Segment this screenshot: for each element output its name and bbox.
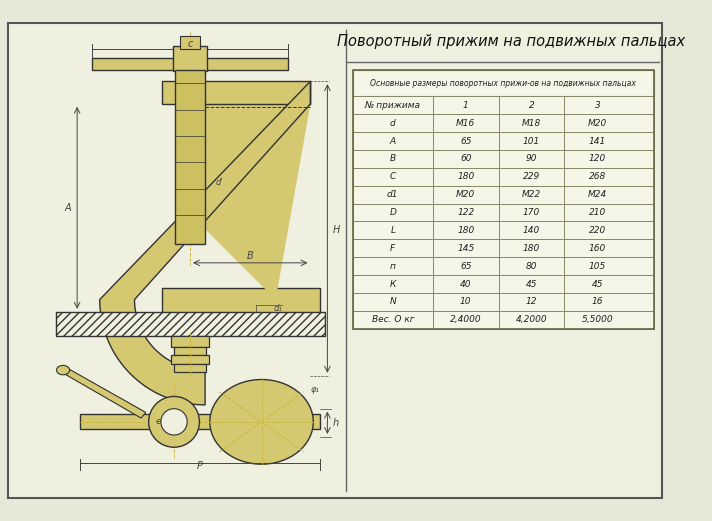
Text: 3: 3	[595, 101, 600, 110]
Text: М20: М20	[588, 119, 607, 128]
Text: 180: 180	[457, 226, 474, 235]
Bar	[353, 96, 654, 114]
Text: Вес. О кг: Вес. О кг	[372, 315, 414, 324]
Text: 120: 120	[589, 154, 606, 164]
Bar	[353, 257, 654, 275]
Text: e: e	[155, 417, 161, 426]
Text: d: d	[390, 119, 396, 128]
Bar	[174, 346, 206, 355]
Text: М22: М22	[522, 190, 541, 199]
Text: 45: 45	[592, 280, 603, 289]
Text: 12: 12	[525, 297, 538, 306]
Text: 122: 122	[457, 208, 474, 217]
Text: 229: 229	[523, 172, 540, 181]
Bar	[162, 288, 320, 313]
Text: № прижима: № прижима	[365, 101, 421, 110]
Text: Основные размеры поворотных прижи-ов на подвижных пальцах: Основные размеры поворотных прижи-ов на …	[370, 79, 637, 88]
Bar	[353, 70, 654, 96]
Text: H: H	[333, 225, 340, 235]
Text: N: N	[389, 297, 396, 306]
Text: М18: М18	[522, 119, 541, 128]
Bar	[56, 312, 325, 336]
Text: 180: 180	[523, 244, 540, 253]
Bar	[162, 81, 310, 104]
Text: 105: 105	[589, 262, 606, 270]
Bar	[353, 293, 654, 311]
Text: 220: 220	[589, 226, 606, 235]
Bar	[353, 239, 654, 257]
Text: 210: 210	[589, 208, 606, 217]
Text: d₁: d₁	[273, 304, 282, 314]
Text: 65: 65	[460, 262, 471, 270]
Text: B: B	[247, 251, 253, 261]
Text: 140: 140	[523, 226, 540, 235]
Bar	[175, 70, 205, 244]
Circle shape	[161, 408, 187, 435]
Text: h: h	[333, 418, 339, 428]
Text: 160: 160	[589, 244, 606, 253]
Text: c: c	[187, 39, 193, 48]
Circle shape	[149, 396, 199, 447]
Text: 40: 40	[460, 280, 471, 289]
Text: М20: М20	[456, 190, 476, 199]
Text: D: D	[389, 208, 396, 217]
Bar	[92, 58, 288, 70]
Bar	[80, 414, 320, 429]
Text: 1: 1	[463, 101, 468, 110]
Text: М24: М24	[588, 190, 607, 199]
Polygon shape	[205, 104, 310, 300]
Ellipse shape	[56, 365, 70, 375]
Text: 101: 101	[523, 137, 540, 145]
Text: A: A	[64, 203, 71, 213]
Text: 170: 170	[523, 208, 540, 217]
Text: L: L	[390, 226, 395, 235]
Text: п: п	[390, 262, 396, 270]
Text: М16: М16	[456, 119, 476, 128]
Text: d1: d1	[387, 190, 399, 199]
Text: B: B	[389, 154, 396, 164]
Bar	[353, 204, 654, 221]
Text: 4,2000: 4,2000	[515, 315, 548, 324]
Text: 145: 145	[457, 244, 474, 253]
Text: 5,5000: 5,5000	[582, 315, 613, 324]
Text: Поворотный прижим на подвижных пальцах: Поворотный прижим на подвижных пальцах	[337, 34, 685, 49]
Text: 2: 2	[529, 101, 535, 110]
Text: 80: 80	[525, 262, 538, 270]
Text: 16: 16	[592, 297, 603, 306]
Bar	[171, 355, 209, 365]
Text: К: К	[389, 280, 396, 289]
Text: d': d'	[216, 178, 223, 188]
Bar	[353, 221, 654, 239]
Bar	[353, 132, 654, 150]
Ellipse shape	[210, 379, 313, 464]
Bar	[353, 70, 654, 329]
Text: 65: 65	[460, 137, 471, 145]
Text: C: C	[389, 172, 396, 181]
Bar	[353, 114, 654, 132]
Text: F: F	[390, 244, 395, 253]
Bar	[353, 168, 654, 185]
Bar	[173, 45, 207, 71]
Text: P: P	[197, 461, 202, 471]
Bar	[353, 311, 654, 329]
Text: 10: 10	[460, 297, 471, 306]
Text: φ₁: φ₁	[310, 386, 320, 394]
Text: 90: 90	[525, 154, 538, 164]
Bar	[353, 150, 654, 168]
Text: 141: 141	[589, 137, 606, 145]
Polygon shape	[61, 367, 146, 418]
Bar	[171, 336, 209, 346]
Text: 268: 268	[589, 172, 606, 181]
Bar	[174, 365, 206, 372]
Bar	[353, 185, 654, 204]
Text: 45: 45	[525, 280, 538, 289]
Text: 180: 180	[457, 172, 474, 181]
Bar	[353, 275, 654, 293]
Text: 60: 60	[460, 154, 471, 164]
Polygon shape	[100, 81, 310, 405]
Text: 2,4000: 2,4000	[450, 315, 481, 324]
Text: A: A	[389, 137, 396, 145]
Bar	[179, 36, 200, 49]
